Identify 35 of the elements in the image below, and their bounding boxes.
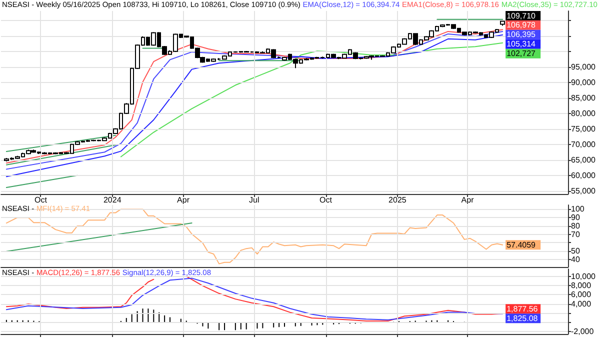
y-tick-label: 70,000 — [571, 140, 596, 149]
y-tick-label: 95,000 — [571, 62, 596, 72]
x-tick-label: 2025 — [388, 196, 407, 204]
y-tick-label: 55,000 — [571, 186, 596, 196]
y-tick-label: 80 — [571, 221, 580, 230]
y-tick-label: 90,000 — [571, 78, 596, 87]
y-tick-label: 10,000 — [571, 272, 596, 281]
annotation: 1,825.08 — [506, 314, 538, 323]
annotation: 57.4059 — [506, 240, 536, 250]
x-tick-label: Apr — [177, 196, 190, 204]
annotation: 106,395 — [506, 30, 536, 40]
y-tick-label: 85,000 — [571, 93, 596, 102]
annotation: 105,314 — [506, 40, 536, 49]
annotation: 102,727 — [506, 49, 536, 58]
y-tick-label: 100 — [571, 204, 585, 214]
y-tick-label: 8,000 — [571, 280, 592, 290]
x-tick-label: Oct — [320, 196, 333, 204]
y-tick-label: -2,000 — [571, 326, 594, 336]
y-tick-label: 40 — [571, 254, 580, 264]
y-tick-label: 80,000 — [571, 108, 596, 118]
annotation: 109,710 — [506, 11, 536, 20]
x-tick-label: Apr — [461, 196, 474, 204]
annotation: 1,877.56 — [506, 304, 538, 314]
y-tick-label: 65,000 — [571, 155, 596, 164]
annotation: 106,978 — [506, 20, 536, 30]
x-tick-label: 2024 — [103, 196, 122, 204]
y-tick-label: 50 — [571, 246, 580, 256]
y-tick-label: 6,000 — [571, 290, 592, 300]
y-tick-label: 4,000 — [571, 299, 592, 308]
x-tick-label: Jul — [249, 196, 260, 204]
y-tick-label: 70 — [571, 230, 580, 239]
y-tick-label: 60,000 — [571, 170, 596, 180]
y-tick-label: 75,000 — [571, 124, 596, 134]
x-tick-label: Oct — [34, 196, 48, 204]
y-tick-label: 90 — [571, 213, 580, 222]
